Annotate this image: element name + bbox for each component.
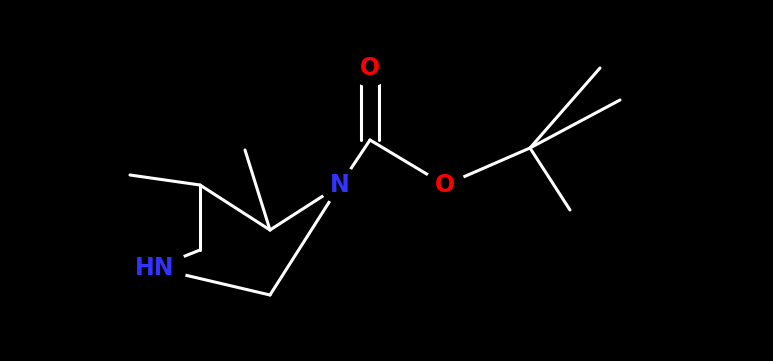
Ellipse shape (350, 50, 390, 86)
Text: N: N (330, 173, 350, 197)
Text: O: O (435, 173, 455, 197)
Text: O: O (360, 56, 380, 80)
Ellipse shape (320, 167, 359, 203)
Ellipse shape (124, 240, 186, 296)
Ellipse shape (425, 167, 465, 203)
Text: HN: HN (135, 256, 175, 280)
